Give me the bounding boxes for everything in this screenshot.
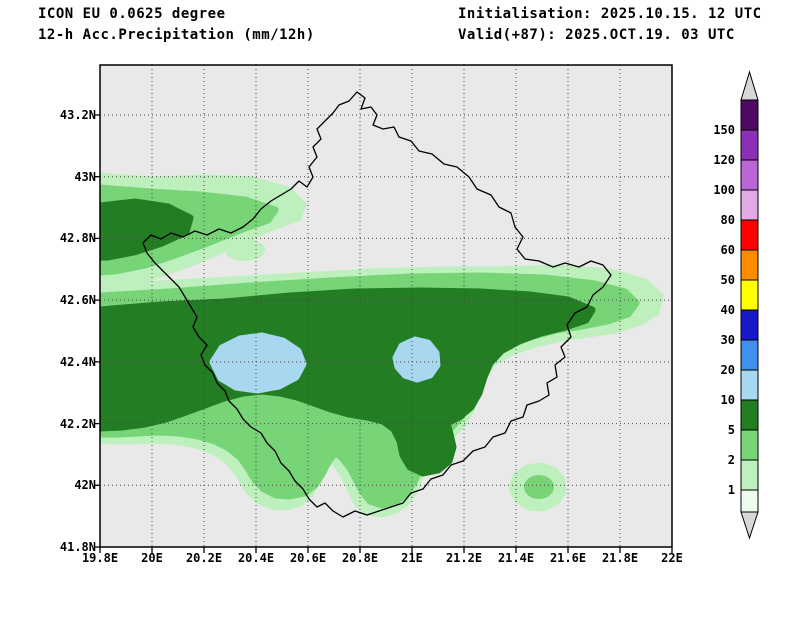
product-title: 12-h Acc.Precipitation (mm/12h)	[38, 27, 315, 43]
precip-hole-1mm	[225, 239, 265, 261]
colorbar-tick-label: 30	[721, 333, 735, 347]
plot-frame	[99, 64, 673, 548]
precip-area-5mm-northwest	[100, 198, 194, 261]
y-tick-label: 42.8N	[60, 231, 96, 245]
colorbar-tick-label: 5	[728, 423, 735, 437]
y-axis-ticks	[94, 114, 100, 548]
colorbar-tick-label: 2	[728, 453, 735, 467]
precipitation-layers	[100, 172, 664, 518]
x-tick-label: 21.2E	[446, 551, 482, 565]
colorbar-segment	[740, 189, 759, 221]
x-tick-label: 20E	[141, 551, 163, 565]
valid-time: Valid(+87): 2025.OCT.19. 03 UTC	[458, 27, 735, 43]
x-tick-label: 20.4E	[238, 551, 274, 565]
colorbar-segment	[740, 399, 759, 431]
colorbar-segment	[740, 429, 759, 461]
colorbar-segment	[740, 309, 759, 341]
x-tick-label: 20.6E	[290, 551, 326, 565]
y-tick-label: 43.2N	[60, 108, 96, 122]
colorbar: 150 120 100 80 60 50 40 30 20 10 5 2 1	[713, 70, 759, 540]
colorbar-segment	[740, 129, 759, 161]
x-tick-label: 21.6E	[550, 551, 586, 565]
x-tick-label: 20.8E	[342, 551, 378, 565]
colorbar-tick-label: 20	[721, 363, 735, 377]
y-tick-label: 42N	[74, 478, 96, 492]
colorbar-tick-label: 120	[713, 153, 735, 167]
colorbar-segment	[740, 99, 759, 131]
colorbar-segment	[740, 489, 759, 513]
x-tick-label: 20.2E	[186, 551, 222, 565]
model-title: ICON EU 0.0625 degree	[38, 6, 226, 22]
y-tick-label: 42.2N	[60, 417, 96, 431]
precip-area-10mm-west-core	[209, 332, 307, 394]
colorbar-tick-label: 50	[721, 273, 735, 287]
x-axis-ticks	[99, 547, 673, 553]
colorbar-underflow-down-arrow-icon	[740, 511, 759, 540]
country-border-outline	[142, 91, 612, 518]
colorbar-tick-label: 40	[721, 303, 735, 317]
colorbar-tick-label: 1	[728, 483, 735, 497]
y-tick-label: 42.6N	[60, 293, 96, 307]
colorbar-tick-label: 100	[713, 183, 735, 197]
x-tick-label: 21.4E	[498, 551, 534, 565]
colorbar-segment	[740, 339, 759, 371]
colorbar-segment	[740, 219, 759, 251]
x-tick-label: 21E	[401, 551, 423, 565]
colorbar-segment	[740, 249, 759, 281]
colorbar-segment	[740, 369, 759, 401]
colorbar-tick-label: 80	[721, 213, 735, 227]
x-tick-label: 22E	[661, 551, 683, 565]
colorbar-tick-label: 150	[713, 123, 735, 137]
graticule	[100, 65, 672, 547]
colorbar-segment	[740, 459, 759, 491]
x-tick-label: 19.8E	[82, 551, 118, 565]
y-tick-label: 43N	[74, 170, 96, 184]
init-time: Initialisation: 2025.10.15. 12 UTC	[458, 6, 762, 22]
colorbar-segment	[740, 159, 759, 191]
precip-area-5mm-main-band	[100, 287, 596, 477]
colorbar-overflow-up-arrow-icon	[740, 70, 759, 101]
colorbar-tick-label: 10	[721, 393, 735, 407]
colorbar-tick-label: 60	[721, 243, 735, 257]
y-tick-label: 42.4N	[60, 355, 96, 369]
precip-area-2mm-southeast	[524, 475, 554, 499]
x-tick-label: 21.8E	[602, 551, 638, 565]
colorbar-segment	[740, 279, 759, 311]
precip-area-10mm-east-core	[392, 336, 441, 383]
y-tick-label: 41.8N	[60, 540, 96, 554]
lon-gridlines	[151, 65, 621, 547]
